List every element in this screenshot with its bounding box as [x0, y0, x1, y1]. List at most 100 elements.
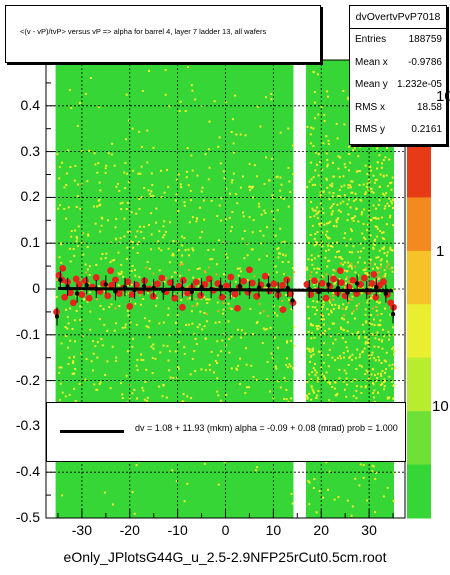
density-cell: [337, 167, 340, 170]
density-cell: [376, 377, 379, 380]
density-cell: [89, 328, 92, 331]
density-cell: [351, 191, 354, 194]
density-cell: [98, 382, 101, 385]
density-cell: [317, 255, 320, 258]
density-cell: [73, 179, 76, 182]
density-cell: [346, 219, 349, 222]
density-cell: [388, 338, 390, 341]
density-cell: [375, 306, 378, 308]
density-cell: [373, 389, 376, 392]
density-cell: [189, 373, 192, 376]
red-data-point: [336, 267, 344, 275]
density-cell: [376, 161, 379, 164]
density-cell: [386, 265, 388, 268]
density-cell: [104, 373, 107, 376]
density-cell: [383, 385, 386, 388]
density-cell: [265, 96, 267, 99]
density-cell: [382, 248, 385, 251]
density-cell: [168, 369, 171, 372]
density-cell: [372, 286, 375, 289]
density-cell: [317, 113, 320, 116]
density-cell: [225, 252, 228, 255]
density-cell: [76, 237, 79, 240]
density-cell: [252, 196, 255, 199]
density-cell: [308, 349, 311, 352]
y-tick-label: 0: [32, 280, 40, 296]
density-cell: [344, 166, 347, 169]
density-cell: [342, 175, 345, 178]
density-cell: [380, 374, 383, 377]
red-data-point: [231, 290, 239, 298]
density-cell: [392, 207, 394, 209]
density-cell: [205, 313, 208, 316]
red-data-point: [179, 276, 187, 284]
density-cell: [372, 204, 375, 207]
density-cell: [318, 210, 321, 213]
red-data-point: [279, 306, 287, 314]
density-cell: [212, 248, 215, 251]
density-cell: [175, 480, 178, 483]
profile-point: [58, 277, 63, 283]
density-cell: [290, 492, 293, 495]
density-cell: [132, 169, 135, 172]
density-cell: [106, 360, 109, 363]
density-cell: [109, 387, 112, 390]
density-cell: [307, 480, 310, 483]
density-cell: [265, 328, 268, 331]
density-cell: [328, 327, 331, 330]
density-cell: [325, 273, 328, 276]
density-cell: [194, 338, 197, 340]
density-cell: [90, 360, 93, 363]
density-cell: [310, 331, 313, 334]
density-cell: [86, 246, 89, 248]
density-cell: [167, 185, 170, 188]
density-cell: [327, 143, 330, 145]
density-cell: [172, 376, 175, 379]
density-cell: [172, 254, 175, 257]
density-cell: [388, 216, 391, 219]
color-scale-bin: [407, 304, 431, 359]
density-cell: [126, 350, 129, 353]
density-cell: [177, 366, 180, 369]
density-cell: [366, 272, 369, 275]
density-cell: [322, 496, 325, 499]
density-cell: [275, 176, 278, 179]
density-cell: [61, 494, 64, 497]
density-cell: [317, 324, 320, 327]
density-cell: [169, 376, 172, 379]
density-cell: [186, 395, 189, 398]
density-cell: [76, 124, 79, 127]
density-cell: [136, 369, 139, 372]
z-tick-label: 1: [436, 243, 445, 260]
density-cell: [320, 308, 323, 311]
red-data-point: [128, 291, 136, 298]
density-cell: [338, 189, 341, 191]
density-cell: [126, 257, 128, 260]
red-data-point: [253, 292, 261, 300]
density-cell: [183, 204, 186, 207]
density-cell: [194, 98, 197, 101]
red-data-point: [227, 273, 235, 281]
density-cell: [336, 250, 339, 253]
density-cell: [281, 261, 284, 263]
density-cell: [322, 323, 325, 326]
density-cell: [262, 310, 265, 313]
density-cell: [232, 118, 235, 121]
density-cell: [127, 284, 130, 287]
density-cell: [216, 340, 219, 343]
density-cell: [329, 470, 331, 473]
density-cell: [384, 371, 386, 374]
density-cell: [261, 342, 264, 345]
density-cell: [167, 314, 170, 317]
density-cell: [383, 359, 386, 362]
density-cell: [188, 297, 191, 300]
density-cell: [144, 380, 147, 383]
density-cell: [124, 323, 127, 326]
density-cell: [131, 392, 134, 395]
density-cell: [233, 296, 235, 299]
density-cell: [136, 358, 139, 361]
density-cell: [325, 178, 328, 181]
density-cell: [325, 249, 327, 252]
density-cell: [177, 367, 180, 370]
fit-result-text: dv = 1.08 + 11.93 (mkm) alpha = -0.09 + …: [135, 423, 398, 433]
